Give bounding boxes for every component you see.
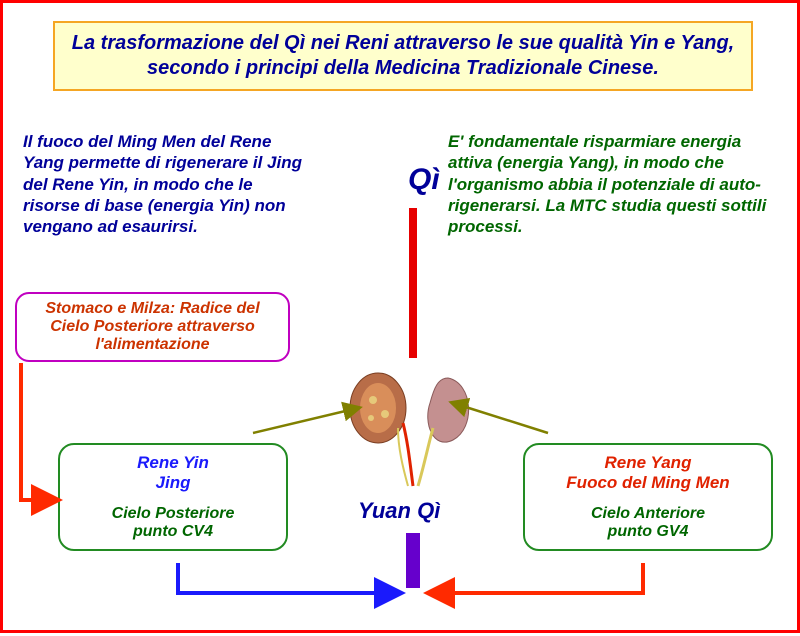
paragraph-right: E' fondamentale risparmiare energia atti… [448, 131, 788, 237]
rene-yang-head: Rene Yang Fuoco del Ming Men [535, 453, 761, 493]
stomach-spleen-box: Stomaco e Milza: Radice del Cielo Poster… [15, 292, 290, 362]
rene-yang-sub-text: Cielo Anteriore punto GV4 [591, 505, 705, 540]
qi-label: Qì [408, 163, 440, 197]
yuan-qi-label: Yuan Qì [358, 498, 440, 524]
rene-yang-box: Rene Yang Fuoco del Ming Men Cielo Anter… [523, 443, 773, 551]
rene-yin-head: Rene Yin Jing [70, 453, 276, 493]
title-text: La trasformazione del Qì nei Reni attrav… [69, 31, 737, 81]
rene-yang-head-text: Rene Yang Fuoco del Ming Men [566, 453, 729, 492]
rene-yin-box: Rene Yin Jing Cielo Posteriore punto CV4 [58, 443, 288, 551]
diagram-canvas: La trasformazione del Qì nei Reni attrav… [0, 0, 800, 633]
rene-yang-sub: Cielo Anteriore punto GV4 [535, 505, 761, 541]
rene-yin-sub-text: Cielo Posteriore punto CV4 [112, 505, 235, 540]
rene-yin-head-text: Rene Yin Jing [137, 453, 209, 492]
kidney-illustration [338, 368, 488, 488]
title-box: La trasformazione del Qì nei Reni attrav… [53, 21, 753, 91]
arrow-magenta-to-yin [21, 363, 55, 500]
arrow-yin-to-yuan [178, 563, 398, 593]
rene-yin-sub: Cielo Posteriore punto CV4 [70, 505, 276, 541]
arrow-yang-to-yuan [431, 563, 643, 593]
paragraph-left: Il fuoco del Ming Men del Rene Yang perm… [23, 131, 313, 237]
